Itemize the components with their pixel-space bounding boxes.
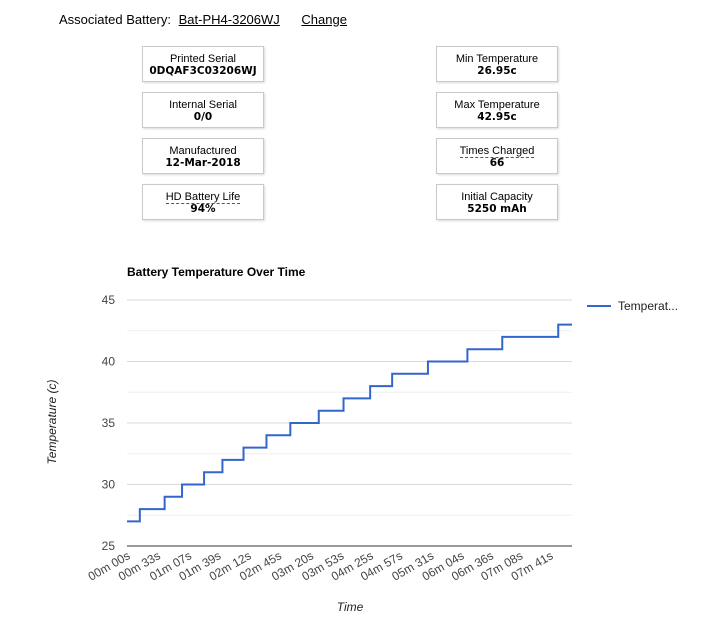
y-tick-label: 25 [102, 539, 116, 553]
manufactured-card: Manufactured 12-Mar-2018 [142, 138, 264, 174]
times-charged-label[interactable]: Times Charged [459, 145, 535, 158]
y-axis-ticks: 25 30 35 40 45 [102, 293, 116, 553]
max-temperature-label: Max Temperature [454, 99, 540, 111]
legend-label: Temperat... [618, 299, 678, 313]
internal-serial-card: Internal Serial 0/0 [142, 92, 264, 128]
printed-serial-value: 0DQAF3C03206WJ [149, 65, 257, 77]
temperature-chart: Battery Temperature Over Time 25 30 35 40 45… [45, 265, 678, 614]
temperature-series-line [127, 323, 572, 523]
hd-battery-life-card: HD Battery Life 94% [142, 184, 264, 220]
times-charged-label-wrap: Times Charged [437, 145, 557, 158]
times-charged-card: Times Charged 66 [436, 138, 558, 174]
x-axis-label: Time [337, 600, 364, 614]
y-axis-label: Temperature (c) [45, 380, 59, 465]
change-battery-link[interactable]: Change [301, 12, 347, 27]
internal-serial-label: Internal Serial [169, 99, 237, 111]
max-temperature-value: 42.95c [477, 111, 517, 123]
hd-battery-life-label[interactable]: HD Battery Life [165, 191, 241, 204]
printed-serial-label: Printed Serial [169, 53, 237, 65]
hd-battery-life-label-wrap: HD Battery Life [143, 191, 263, 204]
min-temperature-card: Min Temperature 26.95c [436, 46, 558, 82]
initial-capacity-value: 5250 mAh [467, 203, 527, 215]
initial-capacity-label: Initial Capacity [461, 191, 533, 203]
manufactured-value: 12-Mar-2018 [165, 157, 241, 169]
min-temperature-label: Min Temperature [455, 53, 539, 65]
battery-serial-link[interactable]: Bat-PH4-3206WJ [178, 12, 280, 27]
printed-serial-card: Printed Serial 0DQAF3C03206WJ [142, 46, 264, 82]
times-charged-value: 66 [489, 157, 505, 169]
associated-battery-label: Associated Battery: [59, 12, 171, 27]
hd-battery-life-value: 94% [190, 203, 216, 215]
manufactured-label: Manufactured [169, 145, 237, 157]
y-tick-label: 30 [102, 478, 116, 492]
internal-serial-value: 0/0 [193, 111, 213, 123]
min-temperature-value: 26.95c [477, 65, 517, 77]
associated-battery: Associated Battery: Bat-PH4-3206WJ Chang… [59, 12, 347, 27]
initial-capacity-card: Initial Capacity 5250 mAh [436, 184, 558, 220]
chart-title: Battery Temperature Over Time [127, 265, 306, 279]
y-tick-label: 40 [102, 355, 116, 369]
max-temperature-card: Max Temperature 42.95c [436, 92, 558, 128]
y-tick-label: 45 [102, 293, 116, 307]
y-tick-label: 35 [102, 416, 116, 430]
